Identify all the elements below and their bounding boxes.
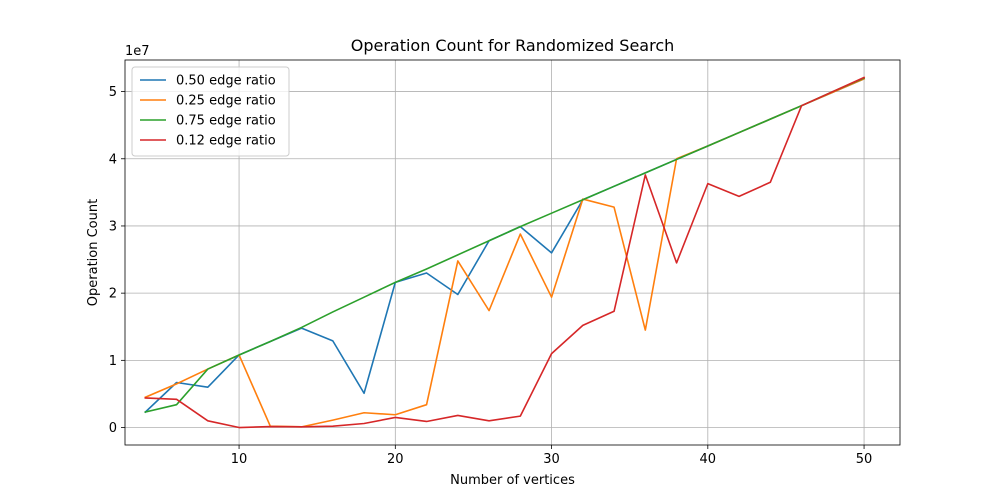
- x-tick-label: 30: [543, 452, 560, 467]
- legend-label: 0.75 edge ratio: [176, 114, 276, 129]
- x-axis-label: Number of vertices: [450, 473, 575, 488]
- y-axis-offset-text: 1e7: [125, 44, 150, 59]
- y-tick-label: 5: [109, 85, 117, 100]
- x-tick-label: 10: [231, 452, 248, 467]
- legend-label: 0.25 edge ratio: [176, 94, 276, 109]
- y-tick-label: 3: [109, 219, 117, 234]
- y-tick-label: 4: [109, 152, 117, 167]
- y-tick-label: 0: [109, 421, 117, 436]
- series-line-0-12-edge-ratio: [144, 76, 866, 429]
- legend: 0.50 edge ratio 0.25 edge ratio 0.75 edge …: [131, 66, 290, 157]
- y-axis-ticks: 0 1 2 3 4 5: [109, 85, 125, 436]
- y-tick-label: 2: [109, 287, 117, 302]
- series-lines: [144, 76, 866, 429]
- legend-box: [131, 66, 290, 157]
- x-axis-ticks: 10 20 30 40 50: [231, 445, 873, 467]
- plot-frame: [124, 59, 901, 446]
- y-tick-label: 1: [109, 354, 117, 369]
- series-line-0-75-edge-ratio: [144, 77, 866, 414]
- x-tick-label: 20: [387, 452, 404, 467]
- legend-entries: 0.50 edge ratio 0.25 edge ratio 0.75 edge …: [140, 74, 276, 149]
- x-tick-label: 40: [700, 452, 717, 467]
- chart-title: Operation Count for Randomized Search: [351, 36, 675, 55]
- x-tick-label: 50: [856, 452, 873, 467]
- legend-label: 0.12 edge ratio: [176, 134, 276, 149]
- legend-label: 0.50 edge ratio: [176, 74, 276, 89]
- y-axis-label: Operation Count: [86, 199, 101, 306]
